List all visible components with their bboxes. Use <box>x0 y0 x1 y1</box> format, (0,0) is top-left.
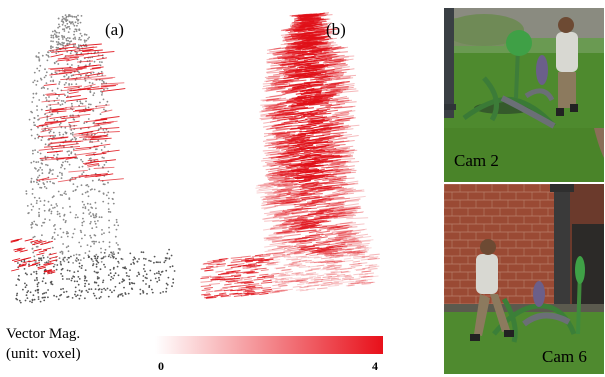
sparse-point-dots <box>15 14 176 304</box>
cam6-label: Cam 6 <box>542 347 587 366</box>
colorbar-title-line1: Vector Mag. <box>6 326 81 342</box>
panel-b-flowfield <box>200 12 380 299</box>
photo-cam6: Cam 6 <box>444 184 604 374</box>
colorbar-min-label: 0 <box>158 359 164 373</box>
cam2-label: Cam 2 <box>454 151 499 170</box>
panel-b-label: (b) <box>326 20 346 39</box>
flow-vectors-b <box>200 12 380 299</box>
photo-cam2: Cam 2 <box>444 8 604 182</box>
colorbar-title-line2: (unit: voxel) <box>6 346 81 362</box>
colorbar-max-label: 4 <box>372 359 378 373</box>
panel-a-pointcloud <box>10 14 176 304</box>
colorbar-title: Vector Mag. (unit: voxel) <box>6 324 81 364</box>
colorbar-gradient <box>155 336 383 354</box>
flow-vectors-a <box>10 42 126 275</box>
panel-a-label: (a) <box>105 20 124 39</box>
